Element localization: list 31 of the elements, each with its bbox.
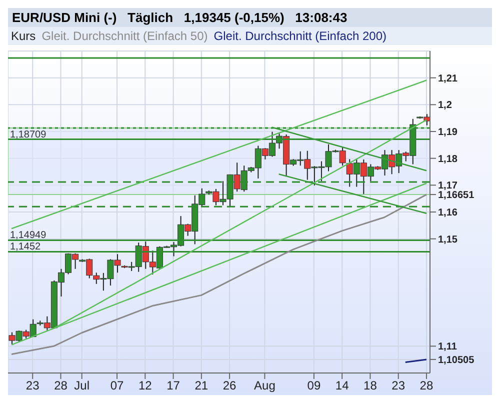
ref-line-label: 1,14949: [10, 230, 47, 242]
legend-title: Kurs: [11, 29, 36, 43]
x-tick-label: 28: [420, 378, 434, 393]
chart-title: EUR/USD Mini (-) Täglich 1,19345 (-0,15%) 13:08:43: [8, 8, 492, 27]
x-tick-label: 23: [392, 378, 406, 393]
ref-line-label: 1,1452: [10, 242, 42, 253]
y-tick-label: 1,17: [438, 180, 458, 192]
x-tick-label: 17: [166, 378, 180, 393]
y-tick-label: 1,18: [438, 154, 458, 165]
x-tick-label: 14: [335, 378, 350, 393]
y-tick-label: 1,10505: [438, 355, 475, 366]
ref-line-label: 1,18709: [10, 129, 47, 140]
x-tick-label: 23: [26, 378, 40, 393]
y-tick-label: 1,19: [438, 127, 458, 138]
x-tick-label: 26: [222, 378, 237, 393]
x-tick-label: Aug: [254, 378, 276, 393]
x-tick-label: 07: [110, 378, 124, 393]
y-tick-label: 1,16: [438, 208, 458, 219]
x-tick-label: 28: [54, 378, 68, 393]
y-tick-label: 1,21: [438, 73, 458, 84]
x-tick-label: 21: [194, 378, 208, 393]
y-tick-label: 1,2: [438, 100, 452, 112]
x-tick-label: Jul: [74, 378, 90, 393]
text: Gleit. Durchschnitt (Einfach 50): [42, 29, 208, 43]
y-tick-label: 1,15: [438, 234, 458, 246]
x-tick-label: 12: [138, 378, 152, 393]
y-tick-label: 1,11: [438, 342, 458, 353]
x-tick-label: 18: [364, 378, 378, 393]
y-tick-label: 1,16651: [438, 190, 475, 202]
x-tick-label: 09: [307, 378, 321, 393]
text: Gleit. Durchschnitt (Einfach 200): [214, 29, 387, 43]
